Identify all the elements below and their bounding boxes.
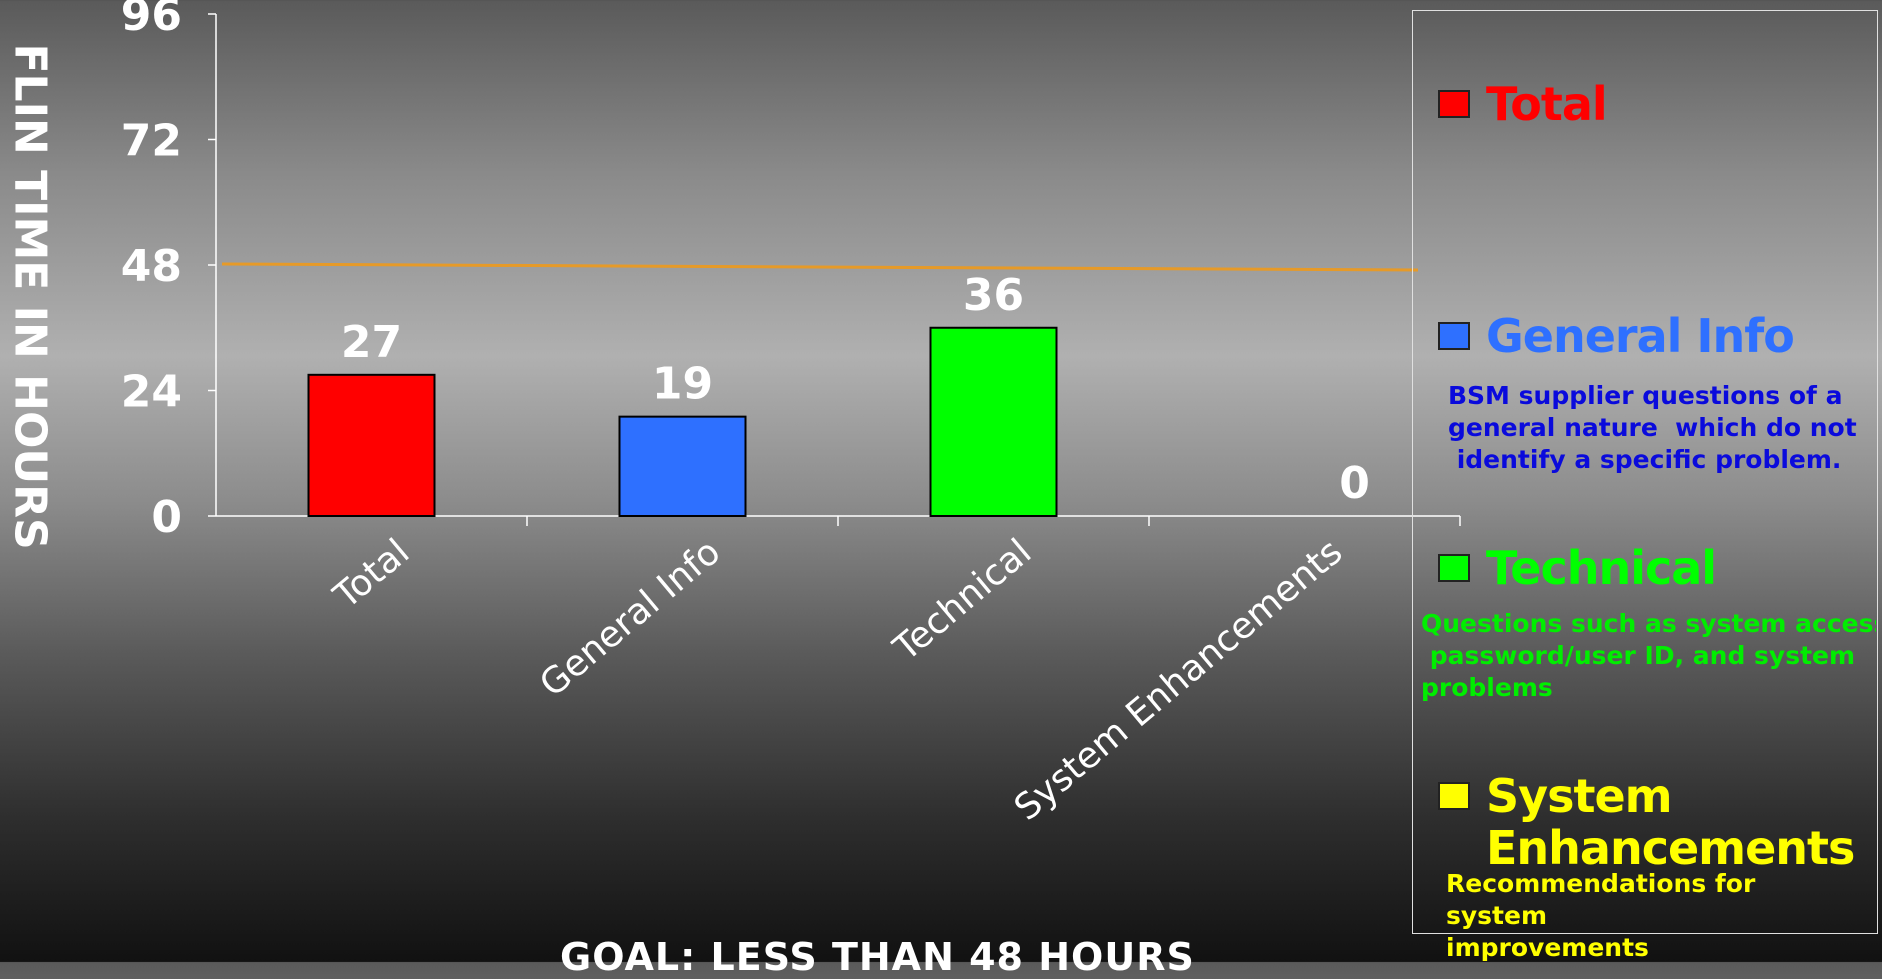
legend-swatch-general-info xyxy=(1438,322,1470,350)
bar xyxy=(307,373,436,517)
bar-value-label: 19 xyxy=(652,359,713,410)
legend-swatch-system-enhancements xyxy=(1438,782,1470,810)
y-tick-label: 0 xyxy=(151,492,182,543)
y-tick-label: 48 xyxy=(121,241,182,292)
legend-box xyxy=(1412,10,1878,934)
bar xyxy=(929,326,1058,517)
x-tick-label: Technical xyxy=(886,531,1040,669)
legend-swatch-total xyxy=(1438,90,1470,118)
legend-desc-technical: Questions such as system access, passwor… xyxy=(1421,609,1876,702)
bar xyxy=(618,415,747,518)
legend-desc-general-info: BSM supplier questions of a general natu… xyxy=(1448,381,1857,474)
x-tick-label: System Enhancements xyxy=(1007,531,1350,828)
x-tick-label: General Info xyxy=(532,531,728,705)
bar-value-label: 27 xyxy=(341,317,402,368)
goal-text: GOAL: LESS THAN 48 HOURS xyxy=(560,935,1195,979)
bar-value-label: 0 xyxy=(1339,458,1370,509)
legend-item-technical: Technical xyxy=(1438,541,1717,595)
legend-desc-system-enhancements: Recommendations for system improvements xyxy=(1446,869,1756,962)
legend-label-general-info: General Info xyxy=(1486,309,1795,363)
y-tick-label: 96 xyxy=(121,0,182,41)
legend-label-system-enhancements: System Enhancements xyxy=(1486,769,1855,875)
bar-value-label: 36 xyxy=(963,270,1024,321)
legend-item-total: Total xyxy=(1438,77,1608,131)
goal-line xyxy=(221,262,1419,272)
legend-item-general-info: General Info xyxy=(1438,309,1795,363)
y-tick-label: 24 xyxy=(121,367,182,418)
legend-label-technical: Technical xyxy=(1486,541,1717,595)
y-axis-label: FLIN TIME IN HOURS xyxy=(4,43,56,550)
x-tick-label: Total xyxy=(326,531,418,617)
y-tick-label: 72 xyxy=(121,116,182,167)
legend-label-total: Total xyxy=(1486,77,1608,131)
legend-swatch-technical xyxy=(1438,554,1470,582)
legend-item-system-enhancements: System Enhancements xyxy=(1438,769,1855,875)
